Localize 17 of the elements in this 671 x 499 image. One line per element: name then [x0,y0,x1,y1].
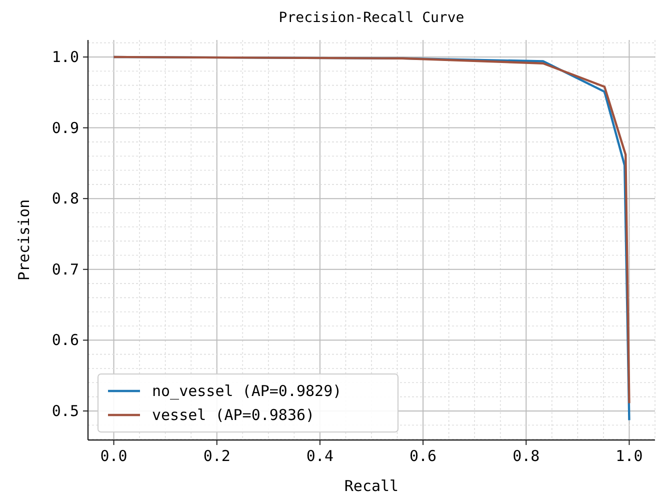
y-tick-label: 0.8 [52,190,79,208]
y-tick-label: 0.6 [52,331,79,350]
x-tick-label: 0.0 [100,447,128,465]
y-tick-label: 0.7 [52,260,79,278]
x-tick-label: 0.2 [203,447,230,465]
legend-label: vessel (AP=0.9836) [152,406,315,424]
x-axis-title: Recall [344,477,399,495]
x-tick-label: 0.8 [512,447,540,465]
x-tick-label: 0.4 [306,447,334,465]
legend-label: no_vessel (AP=0.9829) [152,382,342,400]
y-tick-label: 0.5 [52,402,79,420]
y-tick-label: 1.0 [52,48,79,66]
x-tick-label: 0.6 [410,447,437,465]
y-tick-label: 0.9 [52,118,79,137]
x-tick-label: 1.0 [616,447,643,465]
chart-title: Precision-Recall Curve [278,10,464,26]
y-axis-title: Precision [15,199,33,281]
